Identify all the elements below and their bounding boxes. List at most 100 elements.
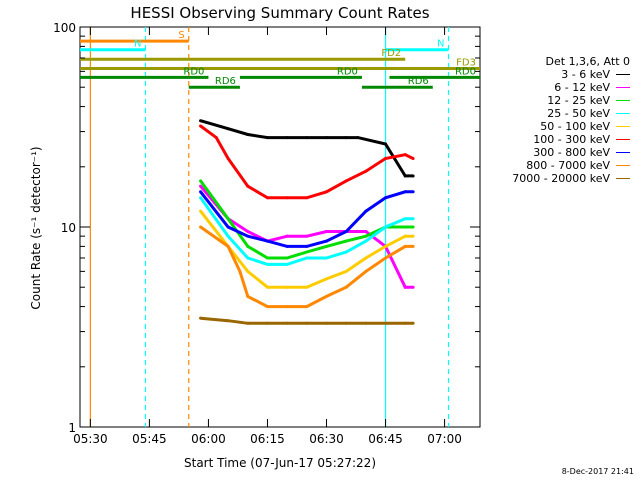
series-line xyxy=(199,185,414,289)
data-point xyxy=(411,321,415,325)
data-point xyxy=(384,321,388,325)
data-point xyxy=(285,262,289,266)
data-point xyxy=(265,285,269,289)
x-tick-label: 06:00 xyxy=(191,432,226,446)
legend-label: 12 - 25 keV xyxy=(547,94,610,107)
series-0 xyxy=(199,119,415,178)
data-point xyxy=(305,305,309,309)
data-point xyxy=(384,244,388,248)
data-point xyxy=(265,239,269,243)
data-point xyxy=(265,136,269,140)
data-point xyxy=(325,321,329,325)
data-point xyxy=(226,234,230,238)
series-1 xyxy=(199,184,415,289)
data-point xyxy=(325,136,329,140)
data-point xyxy=(305,250,309,254)
flag-label: FD2 xyxy=(381,48,401,59)
legend-swatch xyxy=(616,178,630,179)
legend-swatch xyxy=(616,100,630,101)
legend: Det 1,3,6, Att 0 3 - 6 keV 6 - 12 keV 12 -… xyxy=(512,55,630,185)
data-point xyxy=(403,285,407,289)
chart-title: HESSI Observing Summary Count Rates xyxy=(130,4,429,22)
data-point xyxy=(226,225,230,229)
x-axis-label: Start Time (07-Jun-17 05:27:22) xyxy=(184,456,376,470)
legend-swatch xyxy=(616,113,630,114)
flag-label: RD6 xyxy=(408,76,429,87)
legend-entry: 50 - 100 keV xyxy=(512,120,630,133)
data-point xyxy=(265,321,269,325)
data-point xyxy=(199,209,203,213)
flag-label: RD0 xyxy=(183,66,204,77)
data-point xyxy=(285,321,289,325)
data-point xyxy=(265,196,269,200)
data-point xyxy=(364,239,368,243)
data-point xyxy=(364,229,368,233)
data-point xyxy=(285,305,289,309)
legend-entry: 7000 - 20000 keV xyxy=(512,172,630,185)
data-point xyxy=(411,244,415,248)
legend-swatch xyxy=(616,87,630,88)
data-point xyxy=(384,196,388,200)
data-point xyxy=(246,256,250,260)
data-point xyxy=(344,269,348,273)
flag-label: S xyxy=(178,30,184,41)
flag-label: N xyxy=(134,39,141,50)
legend-entry: 12 - 25 keV xyxy=(512,94,630,107)
legend-swatch xyxy=(616,126,630,127)
legend-label: 7000 - 20000 keV xyxy=(512,172,610,185)
data-point xyxy=(411,190,415,194)
data-point xyxy=(403,217,407,221)
series-line xyxy=(199,190,414,248)
legend-entry: 800 - 7000 keV xyxy=(512,159,630,172)
legend-label: 300 - 800 keV xyxy=(533,146,610,159)
data-point xyxy=(411,157,415,161)
data-point xyxy=(246,321,250,325)
y-ticks: 1 10 100 xyxy=(53,21,480,435)
legend-swatch xyxy=(616,165,630,166)
data-point xyxy=(325,239,329,243)
x-tick-label: 05:45 xyxy=(132,432,167,446)
data-point xyxy=(199,196,203,200)
flag-label: RD0 xyxy=(337,66,358,77)
x-tick-label: 07:00 xyxy=(427,432,462,446)
series-line xyxy=(199,210,414,289)
data-point xyxy=(285,256,289,260)
flag-label: RD6 xyxy=(215,76,236,87)
data-point xyxy=(246,234,250,238)
legend-entry: 6 - 12 keV xyxy=(512,81,630,94)
data-point xyxy=(364,209,368,213)
data-point xyxy=(364,169,368,173)
legend-label: 25 - 50 keV xyxy=(547,107,610,120)
legend-swatch xyxy=(616,74,630,75)
x-tick-label: 06:30 xyxy=(309,432,344,446)
legend-entry: 300 - 800 keV xyxy=(512,146,630,159)
legend-title: Det 1,3,6, Att 0 xyxy=(545,55,630,68)
series-line xyxy=(200,316,414,325)
data-point xyxy=(364,269,368,273)
data-point xyxy=(265,262,269,266)
series-5 xyxy=(199,124,415,200)
data-point xyxy=(214,136,218,140)
flag-label: RD0 xyxy=(455,66,476,77)
data-point xyxy=(325,277,329,281)
series-lines xyxy=(199,119,415,325)
series-3 xyxy=(199,196,415,266)
data-point xyxy=(403,244,407,248)
data-point xyxy=(403,153,407,157)
data-point xyxy=(246,229,250,233)
y-tick-label: 100 xyxy=(53,21,76,35)
legend-label: 800 - 7000 keV xyxy=(526,159,610,172)
data-point xyxy=(356,136,360,140)
data-point xyxy=(403,234,407,238)
x-tick-label: 06:45 xyxy=(368,432,403,446)
data-point xyxy=(199,179,203,183)
data-point xyxy=(364,321,368,325)
data-point xyxy=(411,174,415,178)
data-point xyxy=(384,142,388,146)
data-point xyxy=(305,244,309,248)
data-point xyxy=(384,225,388,229)
data-point xyxy=(285,234,289,238)
legend-swatch xyxy=(616,139,630,140)
x-tick-label: 05:30 xyxy=(73,432,108,446)
